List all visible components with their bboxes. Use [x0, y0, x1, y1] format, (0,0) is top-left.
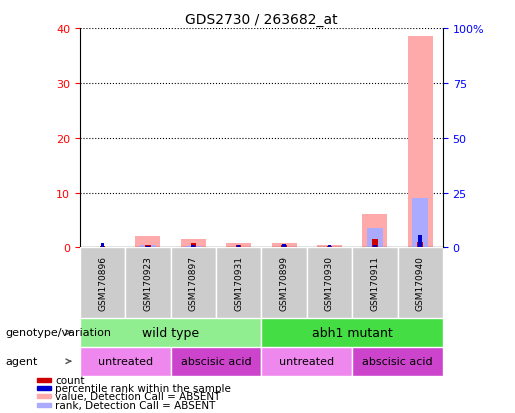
Bar — [367, 229, 383, 248]
Bar — [261, 318, 443, 347]
Bar — [281, 245, 287, 248]
Bar — [181, 240, 206, 248]
Bar — [398, 248, 443, 318]
Bar — [317, 245, 342, 248]
Text: abscisic acid: abscisic acid — [362, 356, 433, 366]
Bar — [373, 245, 376, 248]
Bar — [236, 246, 242, 248]
Text: GSM170897: GSM170897 — [189, 256, 198, 310]
Bar — [135, 237, 160, 248]
Bar — [418, 236, 422, 248]
Bar — [261, 248, 307, 318]
Bar — [418, 242, 423, 248]
Text: GSM170896: GSM170896 — [98, 256, 107, 310]
Text: abscisic acid: abscisic acid — [181, 356, 251, 366]
Bar — [226, 243, 251, 248]
Title: GDS2730 / 263682_at: GDS2730 / 263682_at — [185, 12, 338, 26]
Text: percentile rank within the sample: percentile rank within the sample — [55, 383, 231, 393]
Bar — [261, 347, 352, 376]
Bar — [352, 347, 443, 376]
Bar — [327, 246, 332, 248]
Bar — [37, 403, 51, 407]
Bar — [413, 199, 428, 248]
Text: rank, Detection Call = ABSENT: rank, Detection Call = ABSENT — [55, 400, 216, 410]
Text: GSM170931: GSM170931 — [234, 256, 243, 310]
Text: untreated: untreated — [98, 356, 153, 366]
Text: GSM170899: GSM170899 — [280, 256, 288, 310]
Bar — [185, 246, 201, 248]
Bar — [80, 248, 125, 318]
Bar — [192, 245, 195, 248]
Bar — [101, 243, 105, 248]
Bar — [372, 240, 377, 248]
Text: genotype/variation: genotype/variation — [5, 328, 111, 337]
Text: value, Detection Call = ABSENT: value, Detection Call = ABSENT — [55, 392, 220, 401]
Bar — [271, 243, 297, 248]
Bar — [80, 347, 170, 376]
Bar — [37, 378, 51, 382]
Bar — [352, 248, 398, 318]
Bar — [145, 245, 150, 248]
Text: wild type: wild type — [142, 326, 199, 339]
Text: GSM170940: GSM170940 — [416, 256, 425, 310]
Bar — [125, 248, 170, 318]
Bar — [408, 37, 433, 248]
Text: GSM170923: GSM170923 — [143, 256, 152, 310]
Bar — [328, 245, 331, 248]
Text: count: count — [55, 375, 85, 385]
Bar — [37, 386, 51, 390]
Bar — [363, 215, 387, 248]
Bar — [100, 246, 105, 248]
Bar — [140, 245, 156, 248]
Bar — [80, 318, 261, 347]
Text: GSM170930: GSM170930 — [325, 256, 334, 310]
Bar — [37, 394, 51, 399]
Text: agent: agent — [5, 356, 38, 366]
Bar — [146, 246, 150, 248]
Text: untreated: untreated — [279, 356, 334, 366]
Text: GSM170911: GSM170911 — [370, 256, 380, 310]
Bar — [282, 244, 286, 248]
Bar — [307, 248, 352, 318]
Text: abh1 mutant: abh1 mutant — [312, 326, 392, 339]
Bar — [170, 347, 261, 376]
Bar — [191, 243, 196, 248]
Bar — [216, 248, 261, 318]
Bar — [237, 245, 241, 248]
Bar — [170, 248, 216, 318]
